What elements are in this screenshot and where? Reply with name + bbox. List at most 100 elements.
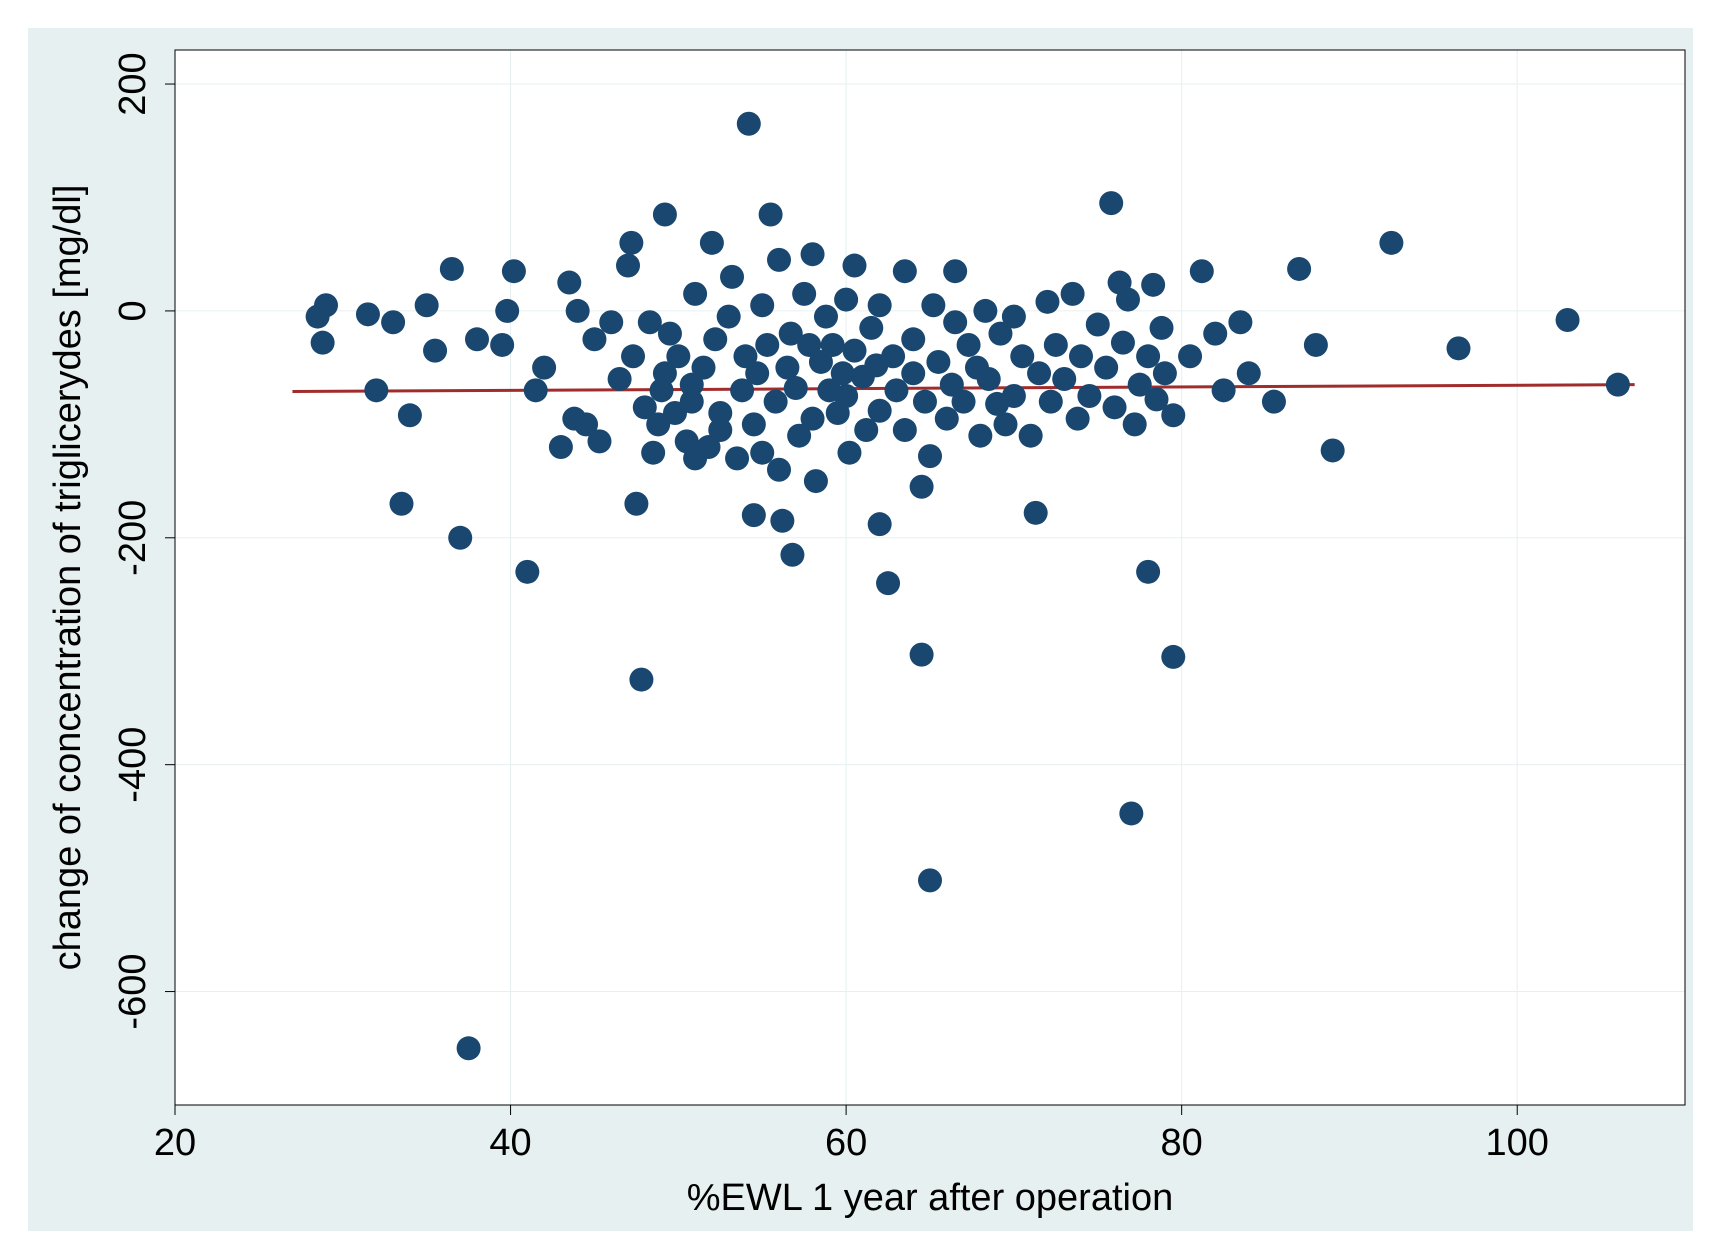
scatter-point [629, 668, 653, 692]
scatter-point [683, 282, 707, 306]
scatter-point [582, 327, 606, 351]
scatter-point [364, 378, 388, 402]
scatter-point [381, 310, 405, 334]
scatter-point [994, 412, 1018, 436]
scatter-point [843, 339, 867, 363]
scatter-point [1094, 356, 1118, 380]
scatter-point [495, 299, 519, 323]
scatter-point [977, 367, 1001, 391]
scatter-point [775, 356, 799, 380]
scatter-point [1287, 257, 1311, 281]
scatter-point [717, 305, 741, 329]
scatter-point [1111, 331, 1135, 355]
scatter-point [356, 302, 380, 326]
scatter-point [957, 333, 981, 357]
scatter-point [1262, 390, 1286, 414]
scatter-point [448, 526, 472, 550]
scatter-point [968, 424, 992, 448]
x-tick-label: 60 [825, 1122, 867, 1164]
scatter-point [398, 403, 422, 427]
scatter-point [834, 288, 858, 312]
scatter-point [1123, 412, 1147, 436]
scatter-point [1161, 645, 1185, 669]
scatter-point [1178, 344, 1202, 368]
scatter-point [926, 350, 950, 374]
scatter-point [653, 202, 677, 226]
scatter-point [524, 378, 548, 402]
scatter-point [1203, 322, 1227, 346]
scatter-point [1212, 378, 1236, 402]
scatter-point [1606, 373, 1630, 397]
y-axis-label: change of concentration of triglicerydes… [47, 185, 89, 971]
scatter-point [314, 293, 338, 317]
scatter-point [1069, 344, 1093, 368]
scatter-point [1379, 231, 1403, 255]
scatter-point [720, 265, 744, 289]
y-tick-label: 200 [112, 52, 154, 115]
scatter-point [893, 259, 917, 283]
scatter-point [566, 299, 590, 323]
scatter-point [910, 475, 934, 499]
scatter-point [918, 868, 942, 892]
scatter-point [1044, 333, 1068, 357]
scatter-point [868, 512, 892, 536]
x-tick-label: 40 [489, 1122, 531, 1164]
scatter-point [1190, 259, 1214, 283]
scatter-point [1061, 282, 1085, 306]
scatter-point [921, 293, 945, 317]
scatter-point [549, 435, 573, 459]
scatter-point [440, 257, 464, 281]
scatter-point [311, 331, 335, 355]
scatter-point [423, 339, 447, 363]
scatter-point [1027, 361, 1051, 385]
scatter-point [801, 242, 825, 266]
scatter-point [1099, 191, 1123, 215]
scatter-point [821, 333, 845, 357]
scatter-point [680, 390, 704, 414]
scatter-point [1077, 384, 1101, 408]
scatter-point [532, 356, 556, 380]
scatter-point [1556, 308, 1580, 332]
scatter-point [893, 418, 917, 442]
scatter-point [1136, 560, 1160, 584]
scatter-point [1228, 310, 1252, 334]
scatter-point [784, 376, 808, 400]
scatter-point [737, 112, 761, 136]
scatter-point [700, 231, 724, 255]
scatter-point [1066, 407, 1090, 431]
scatter-point [918, 444, 942, 468]
scatter-point [859, 316, 883, 340]
y-tick-label: -400 [112, 727, 154, 803]
scatter-point [1103, 395, 1127, 419]
scatter-point [952, 390, 976, 414]
scatter-point [1002, 305, 1026, 329]
scatter-point [1161, 403, 1185, 427]
scatter-point [834, 384, 858, 408]
scatter-point [745, 361, 769, 385]
scatter-point [1035, 290, 1059, 314]
scatter-point [1304, 333, 1328, 357]
scatter-point [599, 310, 623, 334]
scatter-point [943, 259, 967, 283]
scatter-point [759, 202, 783, 226]
scatter-point [490, 333, 514, 357]
x-tick-label: 100 [1486, 1122, 1549, 1164]
scatter-point [804, 469, 828, 493]
scatter-point [1237, 361, 1261, 385]
scatter-point [755, 333, 779, 357]
scatter-point [390, 492, 414, 516]
scatter-point [557, 271, 581, 295]
scatter-point [1153, 361, 1177, 385]
scatter-point [868, 399, 892, 423]
scatter-point [1116, 288, 1140, 312]
scatter-point [1136, 344, 1160, 368]
scatter-point [638, 310, 662, 334]
scatter-point [1119, 801, 1143, 825]
scatter-point [616, 254, 640, 278]
scatter-point [1002, 384, 1026, 408]
scatter-point [415, 293, 439, 317]
scatter-point [1019, 424, 1043, 448]
scatter-point [502, 259, 526, 283]
scatter-point [801, 407, 825, 431]
scatter-point [666, 344, 690, 368]
